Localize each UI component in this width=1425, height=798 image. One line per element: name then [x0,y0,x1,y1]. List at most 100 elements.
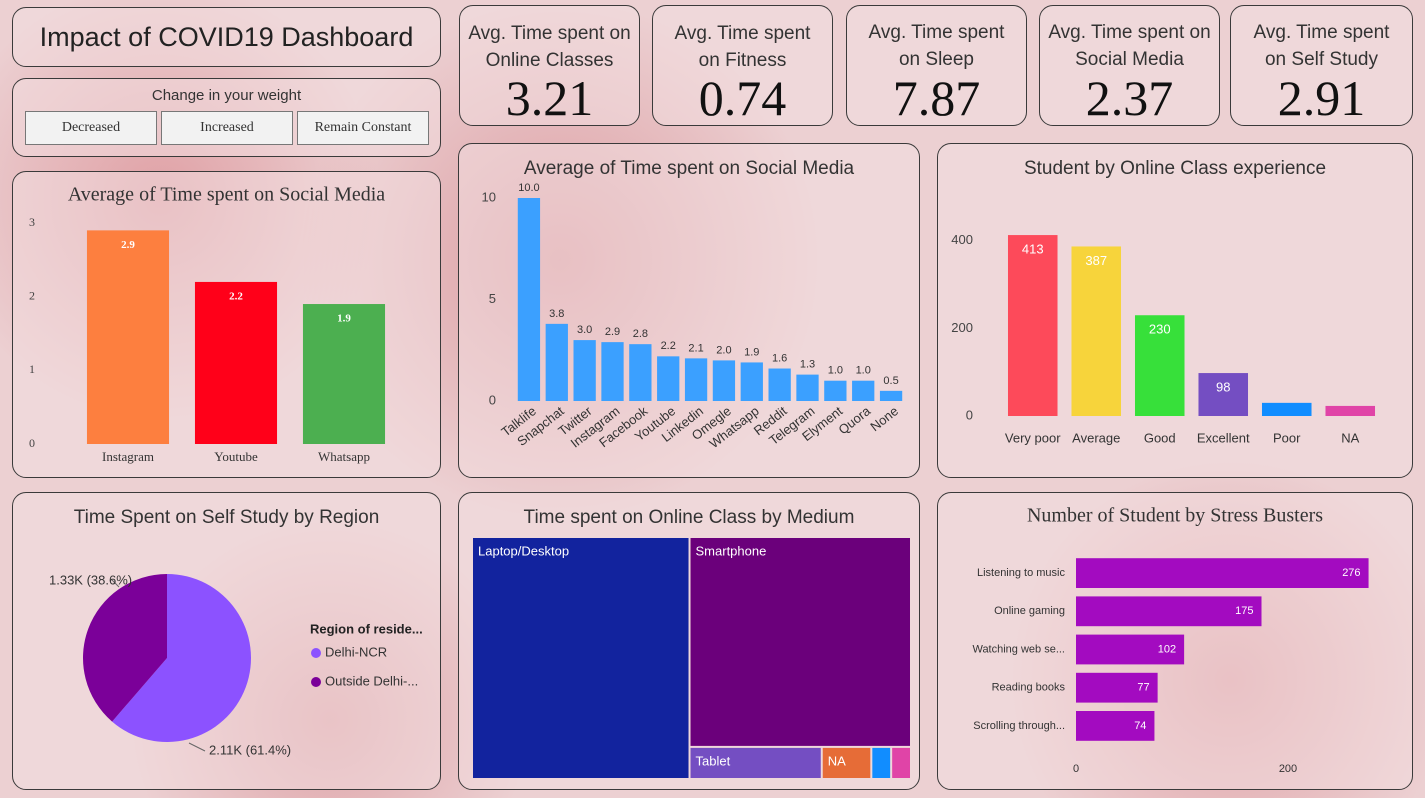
bar [824,380,847,401]
legend-label: Delhi-NCR [325,644,387,659]
y-tick-label: 1 [29,362,35,376]
data-label: 2.8 [633,328,648,340]
bar [1261,402,1312,416]
y-tick-label: Online gaming [994,605,1065,617]
bar [302,304,386,444]
data-label: 102 [1158,643,1176,655]
leader-line [188,742,206,752]
kpi-card: Avg. Time spent on Online Classes 3.21 [459,5,640,126]
legend-swatch [311,677,321,687]
legend-label: Outside Delhi-... [325,673,418,688]
bar [1076,672,1158,703]
data-label: 2.2 [229,290,243,302]
kpi-label: Avg. Time spent on Online Classes [468,23,631,71]
chart-title: Average of Time spent on Social Media [524,158,855,179]
legend-swatch [311,648,321,658]
pie-slice [112,574,251,742]
chart: Number of Student by Stress Busters 0 200 L… [972,505,1369,775]
slicer-option[interactable]: Increased [161,111,293,145]
tile-label: Laptop/Desktop [478,543,569,558]
data-label: 1.0 [856,365,871,377]
y-tick-label: Scrolling through... [973,720,1065,732]
x-tick-label: None [867,403,901,434]
data-label: 74 [1134,720,1146,732]
x-tick-label: Whatsapp [318,449,370,464]
pie-slice [83,574,167,722]
y-tick-label: 5 [489,291,496,306]
kpi-value: 0.74 [698,70,787,126]
kpi-value: 2.37 [1085,70,1174,126]
kpi-value: 7.87 [892,70,981,126]
data-label: 1.0 [828,365,843,377]
data-label: 2.1 [688,342,703,354]
chart-panel: Student by Online Class experience 0 200 40… [937,143,1413,478]
bar [1198,373,1249,416]
dashboard-title: Impact of COVID19 Dashboard [39,22,414,52]
bar [1325,405,1376,416]
chart: Time Spent on Self Study by Region 2.11K … [49,507,423,757]
x-tick-label: 200 [1279,763,1297,775]
y-tick-label: 2 [29,288,35,302]
kpi-value: 3.21 [505,70,594,126]
y-tick-label: 400 [951,232,973,247]
bar [768,368,791,401]
bar [517,198,541,401]
y-tick-label: 200 [951,320,973,335]
treemap-tile [822,747,871,778]
treemap-tile [892,747,910,778]
legend-title: Region of reside... [310,621,423,636]
kpi-label: Avg. Time spent on Self Study [1253,22,1390,70]
chart: Student by Online Class experience 0 200 40… [951,158,1376,445]
y-tick-label: 0 [966,407,973,422]
data-label: 387 [1085,253,1107,268]
leader-line [110,578,120,588]
bar [545,323,568,401]
chart-title: Time Spent on Self Study by Region [74,507,380,528]
data-label: 1.33K (38.6%) [49,572,132,587]
data-label: 175 [1235,605,1253,617]
x-tick-label: Youtube [214,449,258,464]
x-tick-label: Very poor [1005,430,1061,445]
slicer-option[interactable]: Remain Constant [297,111,429,145]
kpi-label: Avg. Time spent on Fitness [674,23,811,71]
bar [684,358,708,401]
bar [1134,315,1185,416]
chart: Average of Time spent on Social Media 0 5 1… [482,158,903,451]
y-tick-label: Reading books [992,682,1066,694]
kpi-card: Avg. Time spent on Self Study 2.91 [1230,5,1413,126]
bar [657,356,680,401]
slicer-option[interactable]: Decreased [25,111,157,145]
x-tick-label: Instagram [102,449,154,464]
treemap-tile [473,538,689,778]
data-label: 2.9 [121,239,135,251]
kpi-label: Avg. Time spent on Sleep [868,22,1005,70]
data-label: 1.3 [800,359,815,371]
data-label: 0.5 [883,375,898,387]
kpi-label: Avg. Time spent on Social Media [1048,22,1211,70]
tile-label: Smartphone [696,543,767,558]
chart-title: Average of Time spent on Social Media [68,184,385,206]
treemap-tile [690,747,821,778]
y-tick-label: 10 [482,189,496,204]
data-label: 10.0 [518,182,539,194]
data-label: 230 [1149,322,1171,337]
bar [629,344,652,401]
x-tick-label: Poor [1273,430,1301,445]
x-tick-label: NA [1341,430,1359,445]
chart-title: Student by Online Class experience [1024,158,1326,179]
bar [796,374,819,401]
chart-panel: Time Spent on Self Study by Region 2.11K … [12,492,441,790]
chart: Average of Time spent on Social Media 0 1 2… [29,184,386,464]
bar [879,390,903,401]
slicer: Change in your weight Decreased Increase… [12,78,441,157]
bar [573,340,596,401]
x-tick-label: Excellent [1197,430,1250,445]
y-tick-label: 0 [29,436,35,450]
tile-label: Tablet [696,753,731,768]
bar [86,230,170,444]
bar [852,380,875,401]
bar [194,281,278,444]
data-label: 276 [1342,567,1360,579]
chart-panel: Average of Time spent on Social Media 0 5 1… [458,143,920,478]
